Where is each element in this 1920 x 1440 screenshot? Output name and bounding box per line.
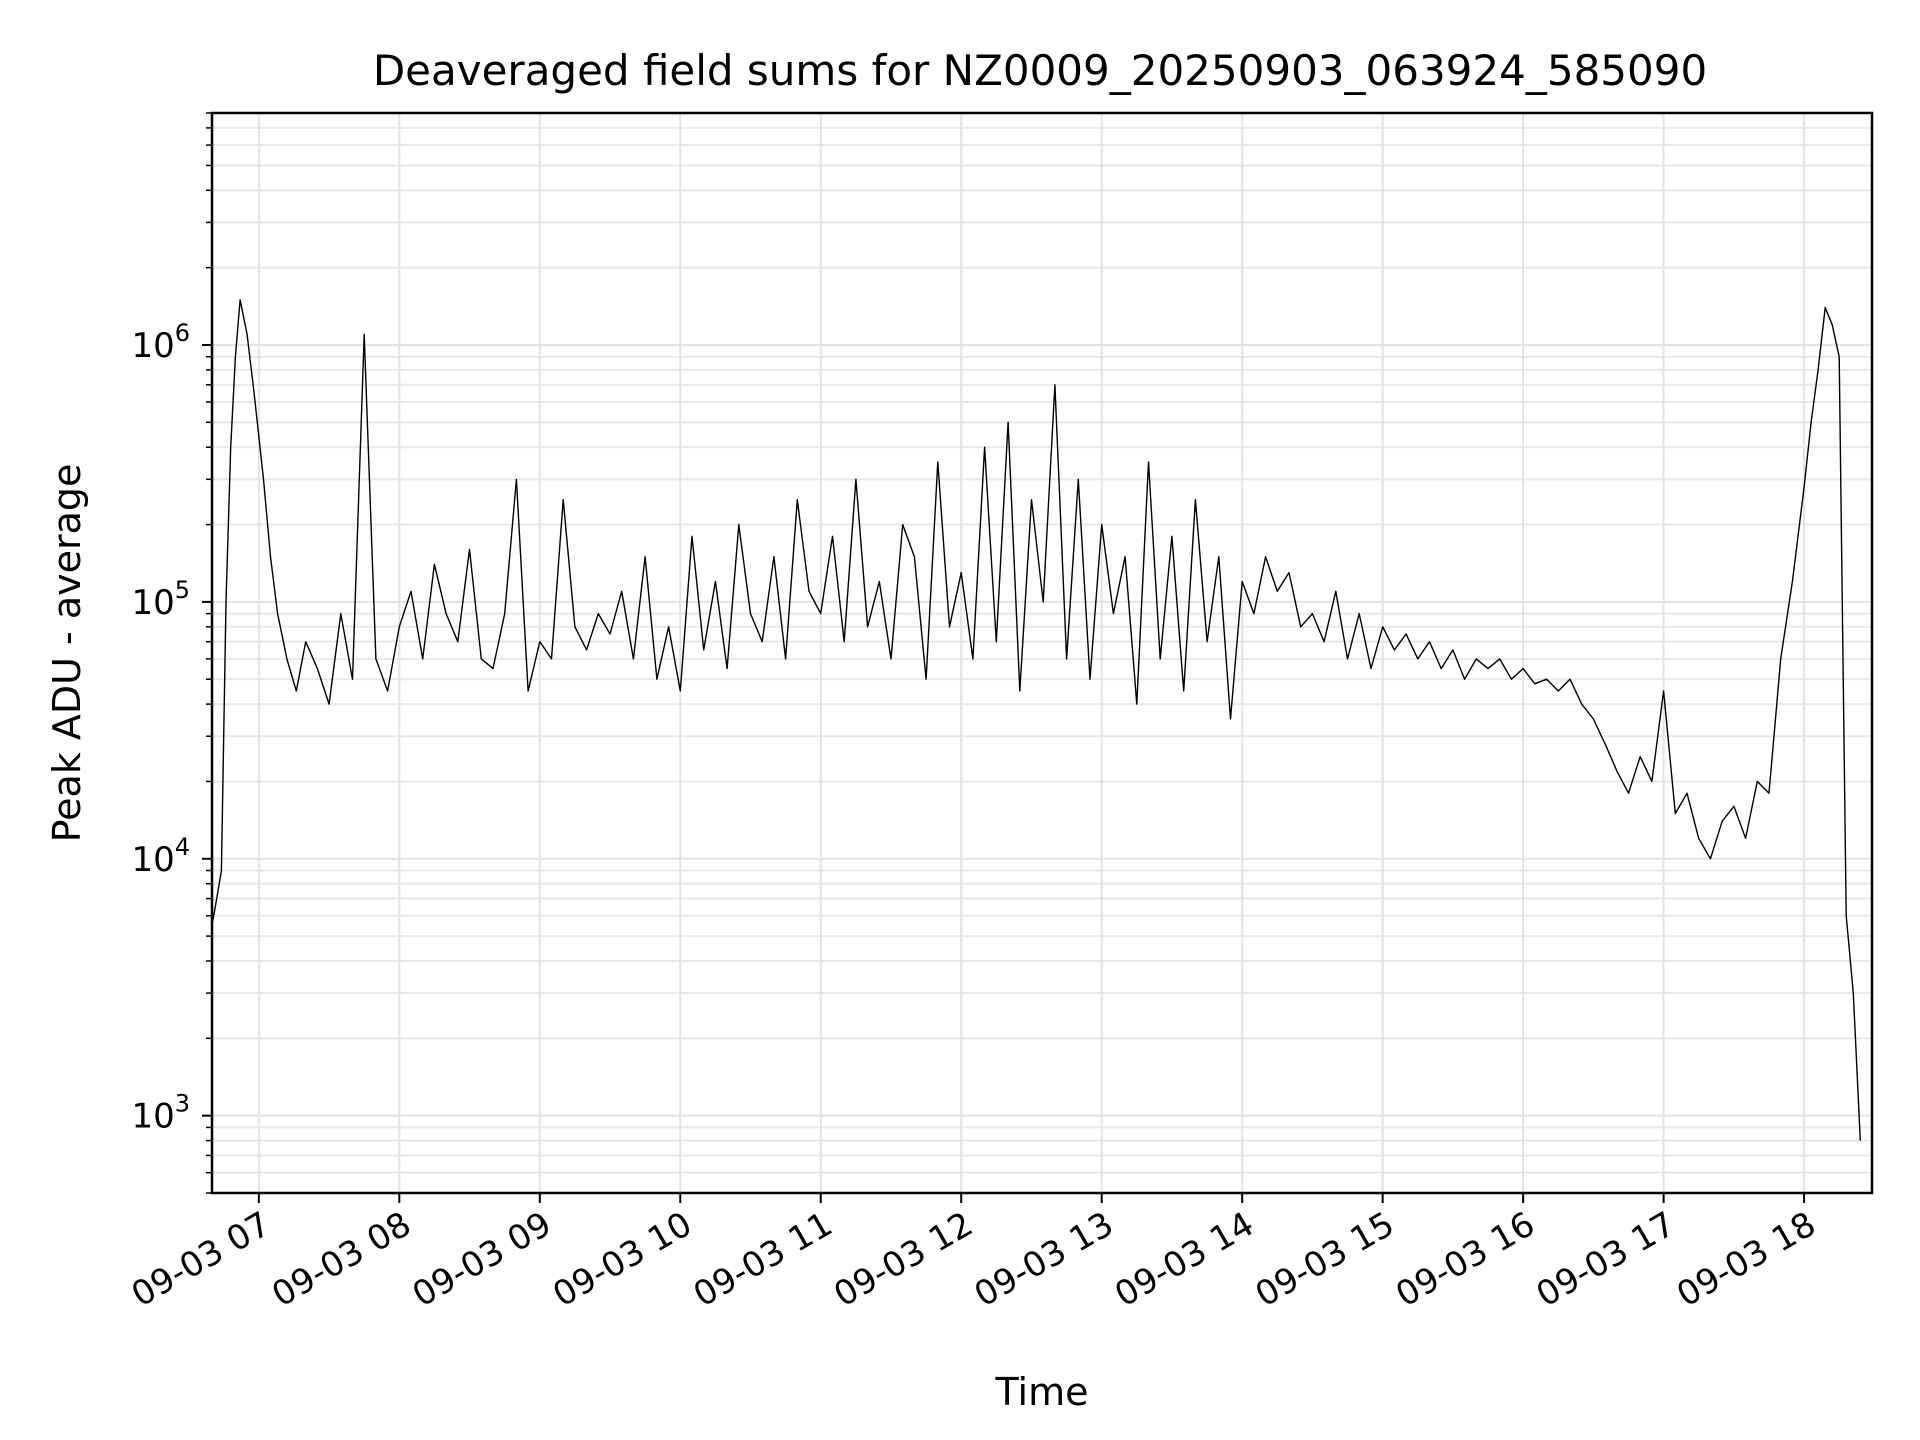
series: [211, 299, 1861, 1141]
series-line: [211, 299, 1861, 1141]
plot-frame: [210, 111, 1874, 1195]
y-tick-label: 106: [131, 319, 190, 366]
y-tick-label: 103: [131, 1090, 190, 1137]
x-axis-label: Time: [995, 1370, 1089, 1414]
y-tick-label: 104: [131, 833, 190, 880]
y-axis-label: Peak ADU - average: [45, 464, 89, 843]
y-tick-label: 105: [131, 576, 190, 623]
chart-title: Deaveraged field sums for NZ0009_2025090…: [373, 46, 1707, 95]
